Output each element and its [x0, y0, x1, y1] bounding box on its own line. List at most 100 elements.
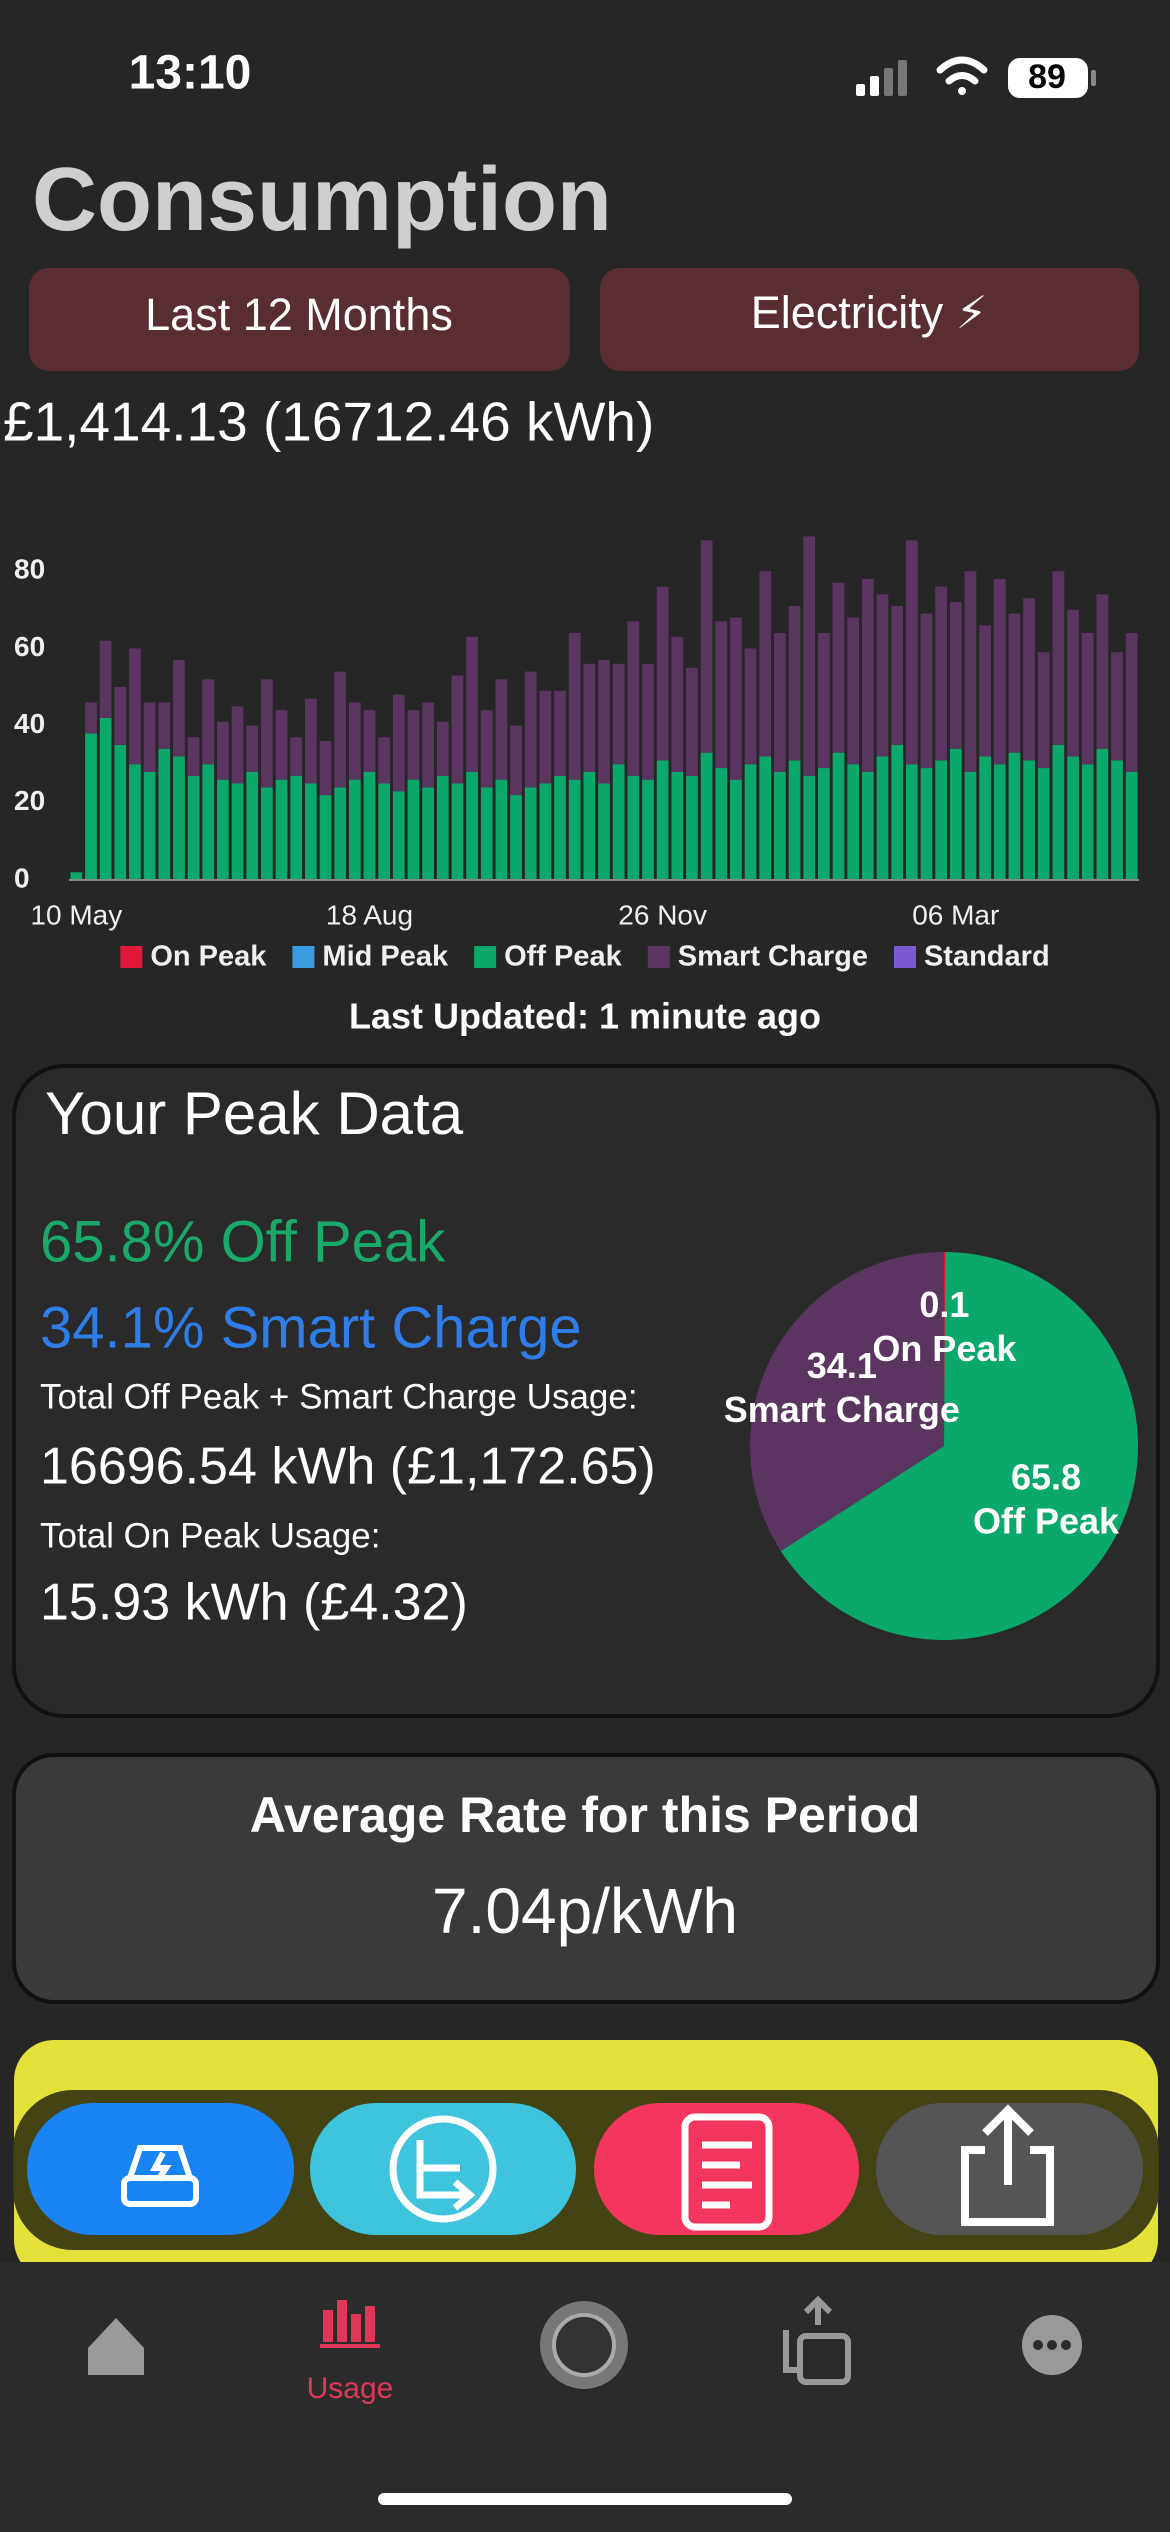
bar-segment [510, 725, 522, 796]
bar-segment [1096, 748, 1109, 880]
battery-level: 89 [1028, 58, 1066, 96]
bar-segment [1023, 598, 1035, 761]
bar-segment [1052, 744, 1065, 880]
legend-label: Smart Charge [678, 941, 868, 973]
export-icon [389, 2115, 497, 2223]
y-tick-label: 80 [14, 554, 45, 585]
bar-segment [304, 783, 317, 880]
pie-category-label: Off Peak [973, 1501, 1120, 1542]
bar-segment [891, 744, 904, 880]
bar-segment [891, 605, 904, 745]
bar-segment [129, 648, 141, 765]
more-tab[interactable] [1022, 2315, 1082, 2375]
bar-segment [832, 582, 845, 753]
bar-segment [290, 775, 303, 880]
home-tab[interactable] [88, 2318, 144, 2375]
bar-segment [1081, 764, 1094, 880]
x-tick-label: 06 Mar [912, 899, 999, 930]
bar-segment [554, 690, 566, 776]
bar-segment [319, 795, 332, 880]
peak-card-title: Your Peak Data [45, 1080, 464, 1147]
usage-tab-label[interactable]: Usage [307, 2372, 394, 2405]
y-tick-label: 40 [14, 708, 45, 739]
bar-segment [261, 679, 273, 788]
legend-swatch [120, 946, 143, 968]
bar-segment [231, 783, 244, 880]
average-card-title: Average Rate for this Period [250, 1787, 921, 1843]
legend-swatch [647, 946, 670, 968]
bar-segment [173, 659, 185, 757]
bar-segment [979, 756, 991, 880]
bar-segment [466, 771, 478, 880]
bar-segment [744, 764, 757, 880]
bar-segment [671, 771, 684, 880]
bar-segment [85, 733, 97, 880]
bar-segment [246, 725, 259, 772]
bar-segment [407, 779, 420, 880]
bar-segment [480, 710, 493, 788]
bar-segment [1037, 768, 1050, 880]
report-button[interactable] [594, 2103, 859, 2235]
bar-segment [979, 625, 991, 757]
bar-segment [275, 710, 288, 780]
bar-segment [774, 771, 786, 880]
usage-tab[interactable] [320, 2300, 380, 2348]
bar-segment [466, 636, 478, 772]
bar-segment [524, 787, 537, 880]
bar-segment [217, 721, 229, 780]
signal-icon [856, 60, 907, 96]
bar-segment [920, 768, 933, 880]
bar-segment [876, 756, 889, 880]
bar-segment [627, 621, 640, 776]
pie-slice [944, 1252, 946, 1446]
period-button-label[interactable]: Last 12 Months [145, 289, 453, 340]
bar-segment [744, 648, 757, 765]
bar-segment [993, 578, 1006, 765]
bar-segment [803, 775, 816, 880]
period-button[interactable] [29, 268, 570, 371]
bar-segment [612, 764, 625, 880]
bar-segment [217, 779, 229, 880]
bar-segment [1111, 652, 1123, 761]
x-tick-label: 26 Nov [618, 899, 707, 930]
share-tab[interactable] [783, 2295, 851, 2385]
bar-segment [261, 787, 273, 880]
bar-segment [1081, 632, 1094, 765]
bar-segment [949, 602, 962, 749]
bar-segment [642, 663, 654, 780]
bar-segment [1008, 613, 1021, 753]
legend-label: Off Peak [504, 941, 623, 973]
bar-segment [788, 605, 801, 761]
bar-segment [334, 787, 347, 880]
bar-segment [378, 783, 390, 880]
bar-segment [1096, 594, 1109, 749]
cost-tab[interactable] [540, 2301, 628, 2389]
bar-segment [451, 783, 464, 880]
x-tick-label: 18 Aug [326, 899, 413, 930]
wifi-icon [936, 56, 988, 95]
bar-segment [363, 710, 376, 772]
bar-segment [993, 764, 1006, 880]
bar-segment [319, 741, 332, 796]
usage-chart: 0 20 40 60 80 10 May 18 Aug 26 Nov 06 Mar On Peak… [14, 536, 1139, 973]
bar-segment [920, 613, 933, 769]
bar-segment [700, 752, 713, 880]
bar-segment [451, 675, 464, 784]
bar-segment [334, 671, 347, 788]
fuel-button-label[interactable]: Electricity ⚡ [751, 287, 988, 338]
bar-segment [143, 771, 156, 880]
bar-segment [568, 779, 581, 880]
bar-segment [348, 702, 361, 780]
bar-segment [583, 663, 596, 772]
bar-segment [1111, 760, 1123, 880]
bar-segment [480, 787, 493, 880]
bar-segment [85, 702, 97, 734]
bar-segment [964, 571, 977, 772]
pie-slice [780, 1252, 1138, 1640]
pie-value-label: 34.1 [807, 1345, 877, 1386]
bar-segment [715, 621, 728, 769]
bar-segment [876, 594, 889, 757]
bar-segment [818, 768, 830, 880]
bar-segment [407, 710, 420, 780]
fuel-button[interactable] [600, 268, 1139, 371]
